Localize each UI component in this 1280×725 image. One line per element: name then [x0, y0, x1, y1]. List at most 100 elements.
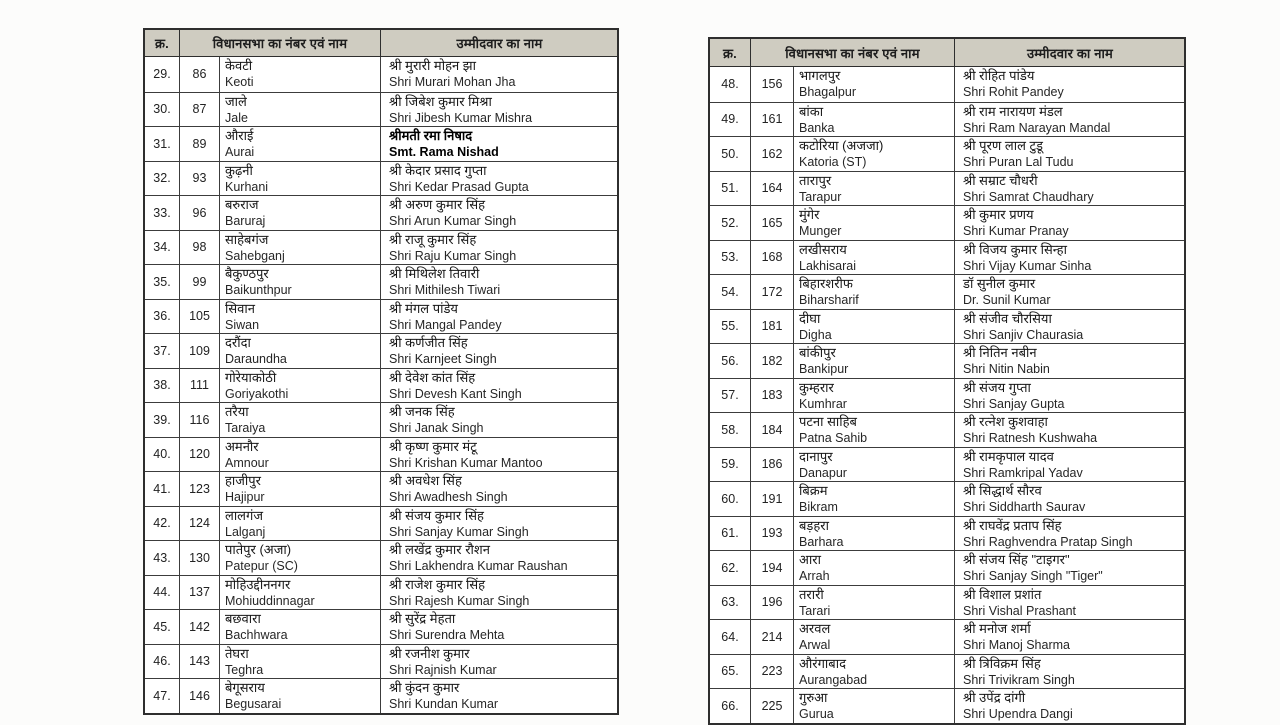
table-row: 43. 130 पातेपुर (अजा) Patepur (SC) श्री लखें… [145, 540, 617, 575]
candidate-name-cell: श्री मनोज शर्मा Shri Manoj Sharma [954, 620, 1185, 654]
candidate-name-cell: श्री कृष्ण कुमार मंटू Shri Krishan Kumar … [380, 437, 618, 471]
constituency-number-cell: 168 [750, 240, 793, 274]
constituency-name-cell: साहेबगंज Sahebganj [219, 230, 380, 264]
candidate-name-hindi: श्री कुमार प्रणय [963, 207, 1034, 222]
candidate-name-english: Shri Samrat Chaudhary [963, 189, 1094, 204]
candidate-name-english: Shri Janak Singh [389, 421, 484, 435]
candidate-name-english: Shri Ram Narayan Mandal [963, 120, 1111, 135]
constituency-name-english: Barhara [799, 534, 844, 549]
constituency-number-cell: 172 [750, 275, 793, 309]
table-row: 53. 168 लखीसराय Lakhisarai श्री विजय कुमार स… [710, 239, 1184, 274]
candidate-name-hindi: श्री नितिन नबीन [963, 345, 1037, 360]
constituency-name-cell: अमनौर Amnour [219, 437, 380, 471]
constituency-name-hindi: बेगूसराय [225, 680, 265, 695]
constituency-name-english: Munger [799, 224, 842, 238]
candidate-name-cell: श्री जिबेश कुमार मिश्रा Shri Jibesh Kumar… [380, 92, 618, 126]
constituency-number-cell: 165 [750, 206, 793, 240]
constituency-name-hindi: तेघरा [225, 645, 249, 661]
table-row: 55. 181 दीघा Digha श्री संजीव चौरसिया Shri Sa… [710, 308, 1184, 343]
candidate-name-hindi: श्री संजीव चौरसिया [963, 310, 1052, 326]
serial-cell: 65. [721, 664, 739, 679]
constituency-name-english: Amnour [225, 455, 269, 470]
constituency-name-cell: जाले Jale [219, 92, 380, 126]
candidate-name-cell: श्री राघवेंद्र प्रताप सिंह Shri Raghvendr… [954, 516, 1185, 550]
constituency-name-hindi: औराई [225, 128, 254, 143]
table-row: 66. 225 गुरुआ Gurua श्री उपेंद्र दांगी Shri U… [710, 688, 1184, 723]
constituency-name-cell: हाजीपुर Hajipur [219, 472, 380, 506]
constituency-number-cell: 223 [750, 654, 793, 688]
constituency-name-english: Gurua [799, 707, 834, 721]
candidate-name-english: Shri Nitin Nabin [963, 362, 1050, 376]
constituency-name-cell: मोहिउद्दीननगर Mohiuddinnagar [219, 575, 380, 609]
table-row: 45. 142 बछवारा Bachhwara श्री सुरेंद्र मेहता… [145, 609, 617, 644]
candidate-name-cell: श्री रत्नेश कुशवाहा Shri Ratnesh Kushwaha [954, 413, 1185, 447]
candidate-name-hindi: श्री जिबेश कुमार मिश्रा [389, 93, 492, 109]
constituency-name-english: Baruraj [225, 214, 266, 228]
constituency-number-cell: 98 [179, 230, 219, 264]
constituency-name-hindi: तारापुर [799, 172, 832, 188]
serial-cell: 59. [721, 457, 739, 472]
constituency-name-cell: तरैया Taraiya [219, 403, 380, 437]
constituency-name-hindi: अमनौर [225, 438, 259, 454]
candidate-name-cell: श्री केदार प्रसाद गुप्ता Shri Kedar Prasa… [380, 161, 618, 195]
table-row: 39. 116 तरैया Taraiya श्री जनक सिंह Shri Jana… [145, 402, 617, 437]
constituency-name-cell: दीघा Digha [793, 309, 954, 343]
constituency-name-hindi: लालगंज [225, 507, 263, 523]
candidate-name-english: Shri Arun Kumar Singh [389, 214, 517, 228]
constituency-name-cell: गोरेयाकोठी Goriyakothi [219, 368, 380, 402]
constituency-name-english: Hajipur [225, 490, 265, 504]
constituency-name-english: Tarari [799, 603, 831, 618]
candidate-name-hindi: श्री अवधेश सिंह [389, 473, 462, 488]
constituency-number-cell: 86 [179, 57, 219, 92]
constituency-name-hindi: मोहिउद्दीननगर [225, 576, 291, 592]
constituency-name-hindi: जाले [225, 93, 247, 109]
constituency-name-hindi: पटना साहिब [799, 414, 857, 429]
constituency-name-cell: मुंगेर Munger [793, 206, 954, 240]
table-row: 65. 223 औरंगाबाद Aurangabad श्री त्रिविक्रम … [710, 653, 1184, 688]
constituency-name-cell: बिहारशरीफ Biharsharif [793, 275, 954, 309]
serial-cell: 64. [721, 629, 739, 644]
constituency-number-cell: 123 [179, 472, 219, 506]
candidate-name-hindi: श्री राजेश कुमार सिंह [389, 576, 486, 592]
constituency-name-cell: तेघरा Teghra [219, 644, 380, 678]
column-header-constituency: विधानसभा का नंबर एवं नाम [179, 30, 380, 56]
candidate-name-hindi: श्री उपेंद्र दांगी [963, 690, 1026, 705]
constituency-name-hindi: बरुराज [225, 197, 259, 212]
serial-cell: 46. [153, 654, 171, 669]
candidate-name-english: Shri Ramkripal Yadav [963, 465, 1083, 480]
constituency-name-hindi: बांका [799, 103, 824, 119]
candidate-name-english: Dr. Sunil Kumar [963, 293, 1051, 307]
candidate-name-english: Shri Mangal Pandey [389, 317, 502, 332]
candidate-name-english: Shri Lakhendra Kumar Raushan [389, 559, 568, 573]
candidate-name-hindi: श्री संजय सिंह "टाइगर" [963, 552, 1070, 567]
constituency-name-english: Aurai [225, 145, 255, 159]
constituency-name-cell: कटोरिया (अजजा) Katoria (ST) [793, 137, 954, 171]
candidate-name-cell: श्री उपेंद्र दांगी Shri Upendra Dangi [954, 689, 1185, 723]
serial-cell: 33. [153, 205, 171, 220]
column-header-constituency: विधानसभा का नंबर एवं नाम [750, 39, 954, 66]
candidate-name-english: Shri Kundan Kumar [389, 697, 499, 711]
constituency-name-cell: बिक्रम Bikram [793, 482, 954, 516]
candidate-name-hindi: श्री केदार प्रसाद गुप्ता [389, 162, 487, 178]
serial-cell: 50. [721, 146, 739, 161]
table-row: 61. 193 बड़हरा Barhara श्री राघवेंद्र प्रताप… [710, 515, 1185, 550]
serial-cell: 63. [721, 595, 739, 610]
candidate-name-cell: श्री कुंदन कुमार Shri Kundan Kumar [380, 679, 618, 713]
serial-cell: 48. [721, 77, 739, 92]
constituency-name-hindi: गोरेयाकोठी [225, 369, 277, 385]
candidate-name-english: Shri Upendra Dangi [963, 707, 1073, 721]
serial-cell: 42. [153, 516, 171, 531]
constituency-name-english: Sahebganj [225, 248, 285, 263]
table-body: 48. 156 भागलपुर Bhagalpur श्री रोहित पांडेय S… [710, 67, 1184, 723]
constituency-name-english: Banka [799, 120, 835, 135]
constituency-number-cell: 161 [750, 102, 793, 136]
candidate-name-cell: श्री मंगल पांडेय Shri Mangal Pandey [380, 299, 618, 333]
constituency-name-english: Patna Sahib [799, 431, 868, 445]
constituency-name-hindi: अरवल [799, 621, 831, 636]
table-row: 38. 111 गोरेयाकोठी Goriyakothi श्री देवेश का… [145, 367, 617, 402]
constituency-name-cell: तरारी Tarari [793, 585, 954, 619]
constituency-name-cell: बरुराज Baruraj [219, 196, 380, 230]
candidate-name-hindi: श्री रजनीश कुमार [389, 645, 470, 661]
table-row: 32. 93 कुढ़नी Kurhani श्री केदार प्रसाद गुप्… [145, 160, 618, 195]
